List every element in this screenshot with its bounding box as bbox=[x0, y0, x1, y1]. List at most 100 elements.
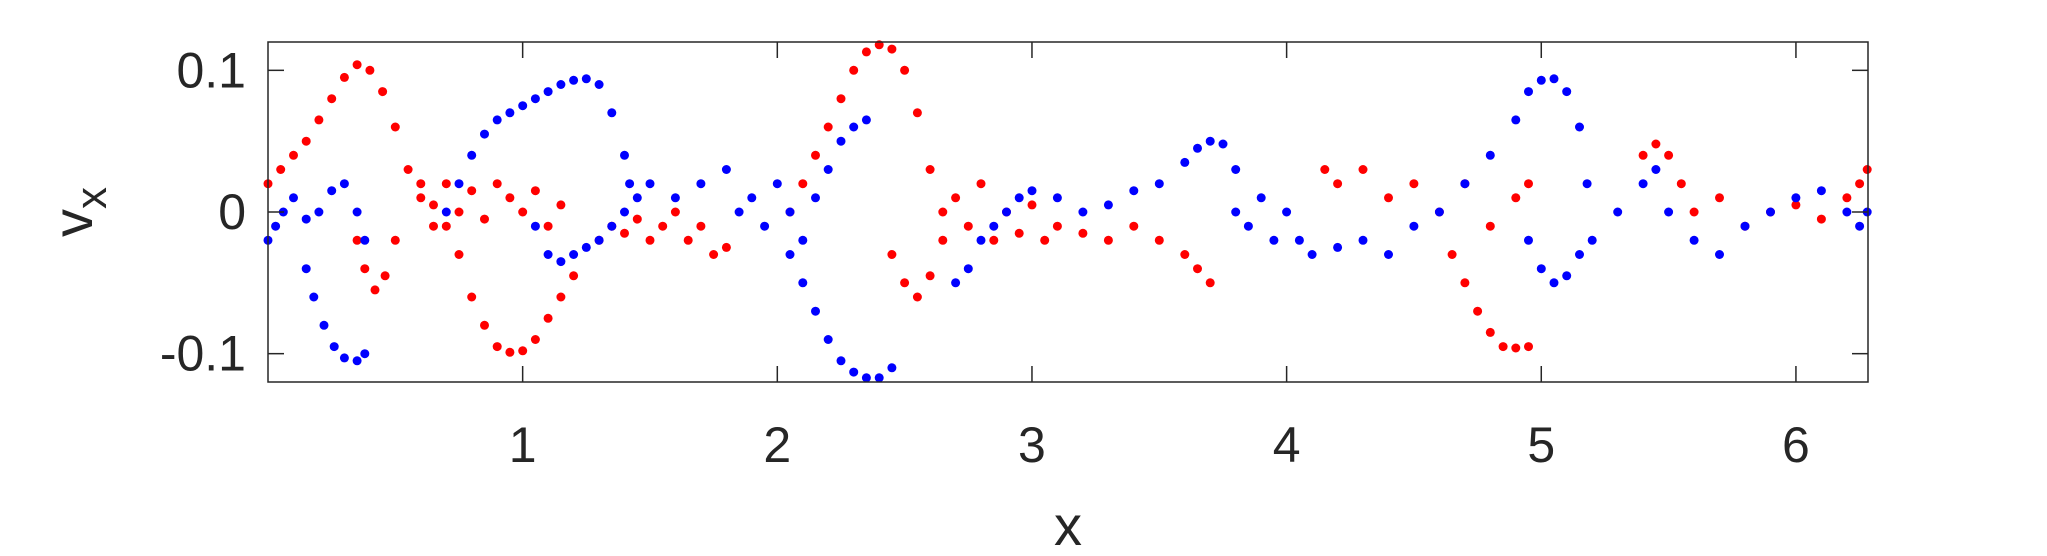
data-point bbox=[976, 235, 986, 245]
data-point bbox=[581, 74, 591, 84]
data-point bbox=[352, 235, 362, 245]
data-point bbox=[1434, 207, 1444, 217]
data-point bbox=[289, 150, 298, 160]
data-point bbox=[1231, 207, 1241, 217]
data-point bbox=[339, 353, 349, 363]
data-point bbox=[1218, 139, 1228, 149]
data-point bbox=[1715, 250, 1724, 259]
data-point bbox=[1193, 264, 1202, 274]
data-point bbox=[670, 207, 680, 217]
data-point bbox=[951, 193, 961, 203]
data-point bbox=[1180, 250, 1190, 259]
data-point bbox=[1333, 179, 1343, 189]
data-point bbox=[1524, 87, 1533, 97]
data-point bbox=[1256, 193, 1266, 203]
data-point bbox=[1562, 271, 1572, 281]
data-point bbox=[319, 320, 329, 330]
data-point bbox=[1205, 136, 1215, 146]
data-point bbox=[976, 179, 986, 189]
data-point bbox=[658, 221, 668, 231]
data-point bbox=[352, 207, 362, 217]
data-point bbox=[1103, 235, 1113, 245]
data-point bbox=[403, 165, 413, 174]
data-point bbox=[556, 257, 566, 267]
data-point bbox=[1269, 235, 1279, 245]
data-point bbox=[798, 278, 808, 288]
data-point bbox=[811, 150, 820, 160]
data-point bbox=[581, 242, 591, 252]
data-point bbox=[861, 47, 871, 57]
data-point bbox=[1562, 87, 1572, 97]
data-point bbox=[1511, 115, 1521, 125]
data-point bbox=[625, 179, 635, 189]
data-point bbox=[1447, 250, 1457, 259]
data-point bbox=[696, 221, 706, 231]
data-point bbox=[861, 373, 871, 383]
data-point bbox=[390, 235, 400, 245]
data-point bbox=[480, 320, 489, 330]
data-point bbox=[1862, 165, 1872, 174]
data-point bbox=[1855, 221, 1865, 231]
data-point bbox=[1791, 193, 1801, 203]
data-point bbox=[352, 356, 362, 366]
data-point bbox=[887, 250, 897, 259]
data-point bbox=[721, 165, 731, 174]
data-point bbox=[530, 335, 540, 344]
data-point bbox=[1582, 179, 1592, 189]
data-point bbox=[339, 72, 349, 82]
data-point bbox=[505, 193, 515, 203]
data-point bbox=[721, 242, 731, 252]
data-point bbox=[1282, 207, 1292, 217]
data-point bbox=[1575, 122, 1584, 132]
x-tick-label: 2 bbox=[763, 417, 791, 473]
x-tick-label: 3 bbox=[1018, 417, 1046, 473]
data-point bbox=[645, 179, 655, 189]
y-tick-label: 0.1 bbox=[176, 42, 246, 98]
x-tick-label: 1 bbox=[509, 417, 537, 473]
data-point bbox=[327, 94, 337, 104]
x-axis-label: x bbox=[1054, 494, 1082, 556]
data-point bbox=[1052, 221, 1062, 231]
data-point bbox=[925, 165, 935, 174]
data-point bbox=[1689, 235, 1699, 245]
data-point bbox=[1791, 200, 1801, 210]
data-point bbox=[1231, 165, 1241, 174]
data-point bbox=[370, 285, 380, 295]
data-point bbox=[811, 193, 820, 203]
data-point bbox=[1485, 150, 1495, 160]
data-point bbox=[1052, 193, 1062, 203]
data-point bbox=[441, 221, 451, 231]
data-point bbox=[301, 214, 311, 224]
data-point bbox=[963, 264, 973, 274]
ticks-layer bbox=[268, 42, 1868, 382]
data-point bbox=[1536, 75, 1546, 85]
data-point bbox=[849, 65, 859, 75]
data-point bbox=[1103, 200, 1113, 210]
data-point bbox=[492, 342, 502, 352]
data-point bbox=[620, 228, 629, 238]
data-point bbox=[454, 179, 464, 189]
data-point bbox=[1715, 193, 1724, 203]
data-point bbox=[1384, 193, 1393, 203]
y-tick-label: -0.1 bbox=[160, 326, 246, 382]
data-point bbox=[390, 122, 400, 132]
data-point bbox=[1638, 179, 1648, 189]
data-point bbox=[670, 193, 680, 203]
data-point bbox=[951, 278, 961, 288]
data-point bbox=[1473, 306, 1483, 316]
data-point bbox=[912, 292, 922, 302]
data-point bbox=[1524, 342, 1533, 352]
data-point bbox=[1740, 221, 1750, 231]
y-axis-label: vx bbox=[41, 187, 116, 237]
data-point bbox=[339, 179, 349, 189]
data-point bbox=[301, 136, 311, 146]
data-point bbox=[1689, 207, 1699, 217]
data-point bbox=[1460, 179, 1470, 189]
data-point bbox=[441, 179, 451, 189]
data-point bbox=[912, 108, 922, 118]
data-point bbox=[1129, 221, 1139, 231]
data-point bbox=[734, 207, 744, 217]
data-point bbox=[518, 101, 528, 111]
data-point bbox=[1078, 207, 1088, 217]
